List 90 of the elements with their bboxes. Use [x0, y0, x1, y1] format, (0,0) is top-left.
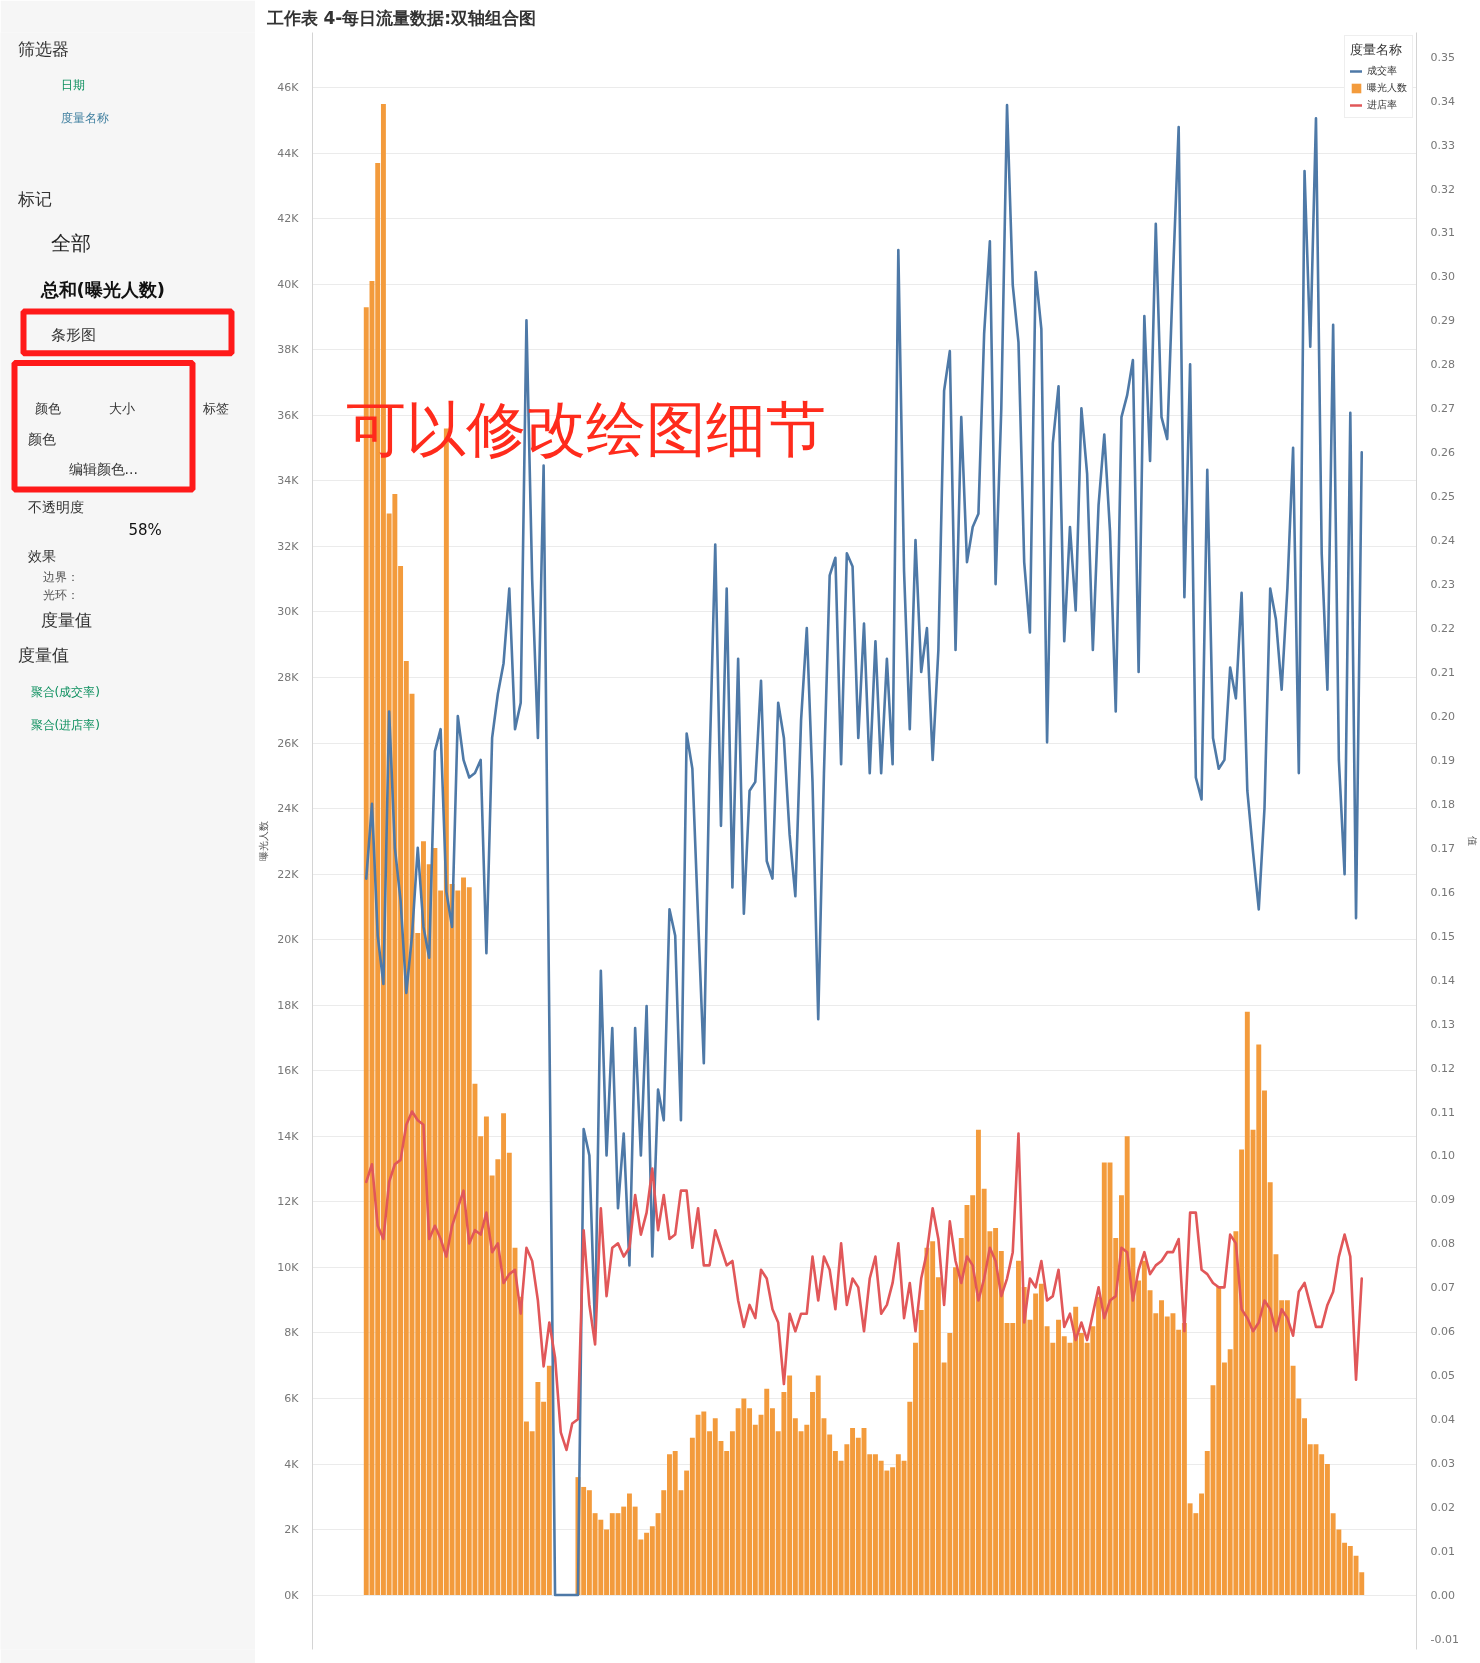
text: 聚合(进店率)	[30, 717, 100, 732]
text: 标签	[201, 401, 229, 417]
y2-tick-label: 0.15	[1430, 929, 1455, 943]
y2-tick-label: 0.28	[1430, 358, 1455, 372]
y-tick-label: 32K	[277, 539, 300, 553]
text: 边界：	[42, 570, 79, 585]
text: 全部	[50, 230, 91, 255]
y-tick-label: 40K	[277, 277, 300, 291]
y2-tick-label: 0.32	[1430, 182, 1455, 196]
y-tick-label: 8K	[284, 1326, 300, 1340]
text: 颜色	[27, 430, 56, 447]
y2-tick-label: 0.35	[1430, 50, 1455, 64]
y2-tick-label: 0.30	[1430, 270, 1455, 284]
text: 编辑颜色...	[68, 461, 138, 478]
text: 标记	[16, 188, 52, 209]
text: 58%	[128, 521, 162, 540]
text: 颜色	[34, 401, 61, 417]
y2-tick-label: 0.31	[1430, 226, 1455, 240]
y-tick-label: 36K	[277, 408, 300, 422]
y-tick-label: 6K	[284, 1391, 300, 1405]
text: 聚合(成交率)	[30, 684, 100, 699]
y2-tick-label: -0.01	[1430, 1632, 1459, 1646]
y-axis-title: 曝光人数	[258, 821, 270, 861]
y2-tick-label: 0.34	[1430, 94, 1455, 108]
y2-tick-label: 0.02	[1430, 1501, 1455, 1515]
y2-tick-label: 0.05	[1430, 1369, 1455, 1383]
text: 度量名称	[60, 111, 109, 126]
y2-tick-label: 0.11	[1430, 1105, 1455, 1119]
y-tick-label: 24K	[277, 802, 300, 816]
chart-title: 工作表 4-每日流量数据:双轴组合图	[265, 7, 537, 28]
y2-tick-label: 0.03	[1430, 1457, 1455, 1471]
y-tick-label: 14K	[277, 1129, 300, 1143]
y2-tick-label: 0.21	[1430, 666, 1455, 679]
text: 效果	[27, 547, 56, 564]
y2-tick-label: 0.24	[1430, 534, 1455, 548]
text: 光环：	[42, 588, 79, 603]
y2-tick-label: 0.06	[1430, 1325, 1455, 1339]
y-tick-label: 38K	[277, 343, 300, 357]
y-tick-label: 46K	[277, 81, 300, 95]
y2-tick-label: 0.04	[1430, 1413, 1455, 1427]
y2-tick-label: 0.23	[1430, 578, 1455, 592]
y2-tick-label: 0.07	[1430, 1281, 1455, 1295]
text: 度量值	[40, 609, 92, 630]
text: 日期	[60, 78, 85, 93]
y-tick-label: 12K	[277, 1195, 300, 1209]
y2-tick-label: 0.14	[1430, 973, 1455, 987]
text: 条形图	[50, 325, 96, 344]
y2-axis-title: 值	[1466, 836, 1478, 846]
y2-tick-label: 0.01	[1430, 1545, 1455, 1559]
line-series	[364, 1110, 1364, 1452]
legend-label: 曝光人数	[1367, 81, 1407, 95]
y-tick-label: 22K	[277, 867, 300, 881]
y2-tick-label: 0.17	[1430, 841, 1455, 855]
y2-tick-label: 0.16	[1430, 885, 1455, 899]
y2-tick-label: 0.00	[1430, 1589, 1455, 1602]
y-tick-label: 16K	[277, 1064, 300, 1078]
text: 总和(曝光人数)	[39, 278, 165, 300]
legend-title: 度量名称	[1350, 41, 1403, 59]
y-tick-label: 26K	[277, 736, 300, 750]
y2-tick-label: 0.18	[1430, 797, 1455, 811]
y2-tick-label: 0.33	[1430, 138, 1455, 152]
y2-tick-label: 0.29	[1430, 314, 1455, 328]
y2-tick-label: 0.26	[1430, 446, 1455, 460]
y-tick-label: 4K	[284, 1457, 300, 1471]
y2-tick-label: 0.19	[1430, 753, 1455, 767]
y-tick-label: 28K	[277, 670, 300, 684]
y-tick-label: 42K	[277, 212, 300, 226]
y-tick-label: 10K	[277, 1260, 300, 1274]
text: 度量值	[17, 644, 69, 665]
y-tick-label: 2K	[284, 1523, 300, 1537]
y-tick-label: 20K	[277, 933, 300, 947]
y-tick-label: 0K	[284, 1588, 300, 1602]
y2-tick-label: 0.09	[1430, 1193, 1455, 1207]
text: 大小	[108, 401, 135, 417]
legend-label: 进店率	[1367, 98, 1397, 112]
text: 不透明度	[27, 499, 84, 515]
y2-tick-label: 0.12	[1430, 1061, 1455, 1075]
y-tick-label: 30K	[277, 605, 300, 619]
y2-tick-label: 0.25	[1430, 490, 1455, 504]
y2-tick-label: 0.13	[1430, 1017, 1455, 1031]
y2-tick-label: 0.20	[1430, 709, 1455, 723]
y2-tick-label: 0.10	[1430, 1149, 1455, 1163]
y2-tick-label: 0.22	[1430, 622, 1455, 636]
y-tick-label: 44K	[277, 146, 300, 160]
y2-tick-label: 0.27	[1430, 402, 1455, 416]
text: 筛选器	[17, 39, 69, 60]
y2-tick-label: 0.08	[1430, 1237, 1455, 1251]
y-tick-label: 34K	[277, 474, 300, 488]
legend-label: 成交率	[1367, 64, 1397, 78]
y-tick-label: 18K	[277, 998, 300, 1012]
